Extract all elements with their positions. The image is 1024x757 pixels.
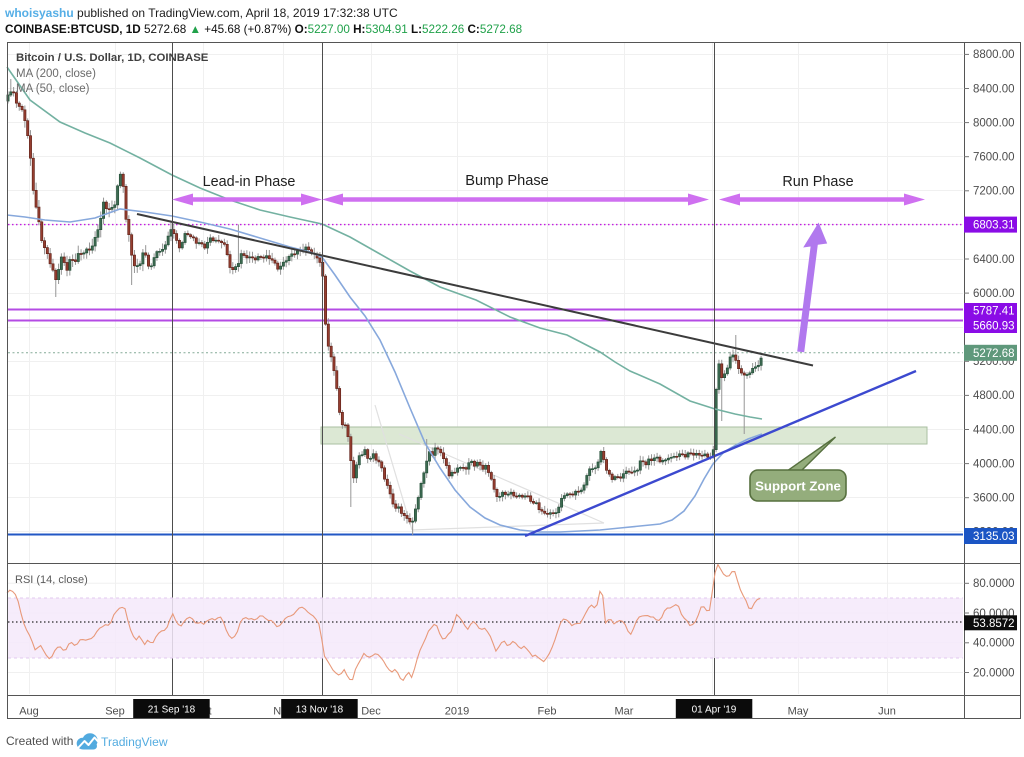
svg-text:Feb: Feb: [538, 706, 557, 718]
svg-text:RSI (14, close): RSI (14, close): [15, 574, 88, 586]
svg-text:2019: 2019: [445, 706, 469, 718]
svg-text:Sep: Sep: [105, 706, 125, 718]
svg-text:Mar: Mar: [615, 706, 634, 718]
svg-text:13 Nov '18: 13 Nov '18: [296, 705, 344, 716]
svg-text:4800.00: 4800.00: [973, 390, 1015, 402]
svg-text:5272.68: 5272.68: [973, 348, 1015, 360]
svg-text:whoisyashu published on Tradin: whoisyashu published on TradingView.com,…: [4, 6, 398, 20]
svg-text:21 Sep '18: 21 Sep '18: [148, 705, 196, 716]
svg-text:40.0000: 40.0000: [973, 638, 1015, 650]
svg-text:5787.41: 5787.41: [973, 306, 1015, 318]
svg-text:8000.00: 8000.00: [973, 117, 1015, 129]
svg-text:COINBASE:BTCUSD, 1D 5272.68 ▲: COINBASE:BTCUSD, 1D 5272.68 ▲ +45.68 (+0…: [5, 23, 522, 36]
svg-text:4400.00: 4400.00: [973, 424, 1015, 436]
svg-text:Run Phase: Run Phase: [782, 174, 853, 190]
svg-text:3600.00: 3600.00: [973, 493, 1015, 505]
svg-text:7600.00: 7600.00: [973, 152, 1015, 164]
svg-text:Jun: Jun: [878, 706, 896, 718]
svg-text:6400.00: 6400.00: [973, 254, 1015, 266]
svg-text:Aug: Aug: [19, 706, 39, 718]
svg-text:6000.00: 6000.00: [973, 288, 1015, 300]
svg-text:May: May: [788, 706, 809, 718]
svg-text:8800.00: 8800.00: [973, 49, 1015, 61]
svg-text:Dec: Dec: [361, 706, 381, 718]
svg-text:4000.00: 4000.00: [973, 458, 1015, 470]
svg-text:Lead-in Phase: Lead-in Phase: [203, 174, 296, 190]
svg-text:3135.03: 3135.03: [973, 531, 1015, 543]
svg-text:MA (50, close): MA (50, close): [16, 83, 90, 95]
svg-text:01 Apr '19: 01 Apr '19: [692, 705, 737, 716]
svg-text:8400.00: 8400.00: [973, 83, 1015, 95]
svg-text:TradingView: TradingView: [101, 735, 168, 749]
svg-text:6803.31: 6803.31: [973, 220, 1015, 232]
svg-text:53.8572: 53.8572: [973, 618, 1015, 630]
svg-text:5660.93: 5660.93: [973, 321, 1015, 333]
svg-text:Bitcoin / U.S. Dollar, 1D, COI: Bitcoin / U.S. Dollar, 1D, COINBASE: [16, 52, 209, 64]
svg-text:Created with: Created with: [6, 734, 73, 748]
svg-text:Support Zone: Support Zone: [755, 479, 841, 494]
svg-text:Bump Phase: Bump Phase: [465, 173, 549, 189]
svg-text:7200.00: 7200.00: [973, 186, 1015, 198]
svg-text:MA (200, close): MA (200, close): [16, 68, 96, 80]
svg-text:20.0000: 20.0000: [973, 667, 1015, 679]
svg-text:80.0000: 80.0000: [973, 578, 1015, 590]
